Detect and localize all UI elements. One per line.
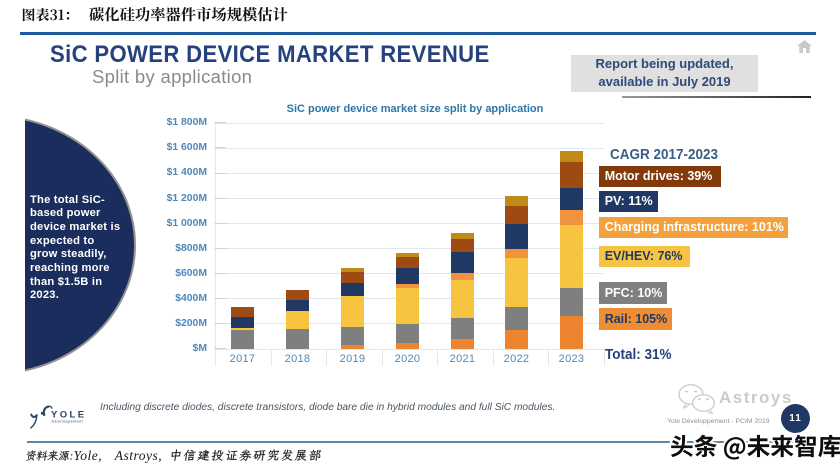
svg-text:YOLE: YOLE: [51, 410, 86, 421]
svg-text:Développement: Développement: [52, 420, 84, 424]
